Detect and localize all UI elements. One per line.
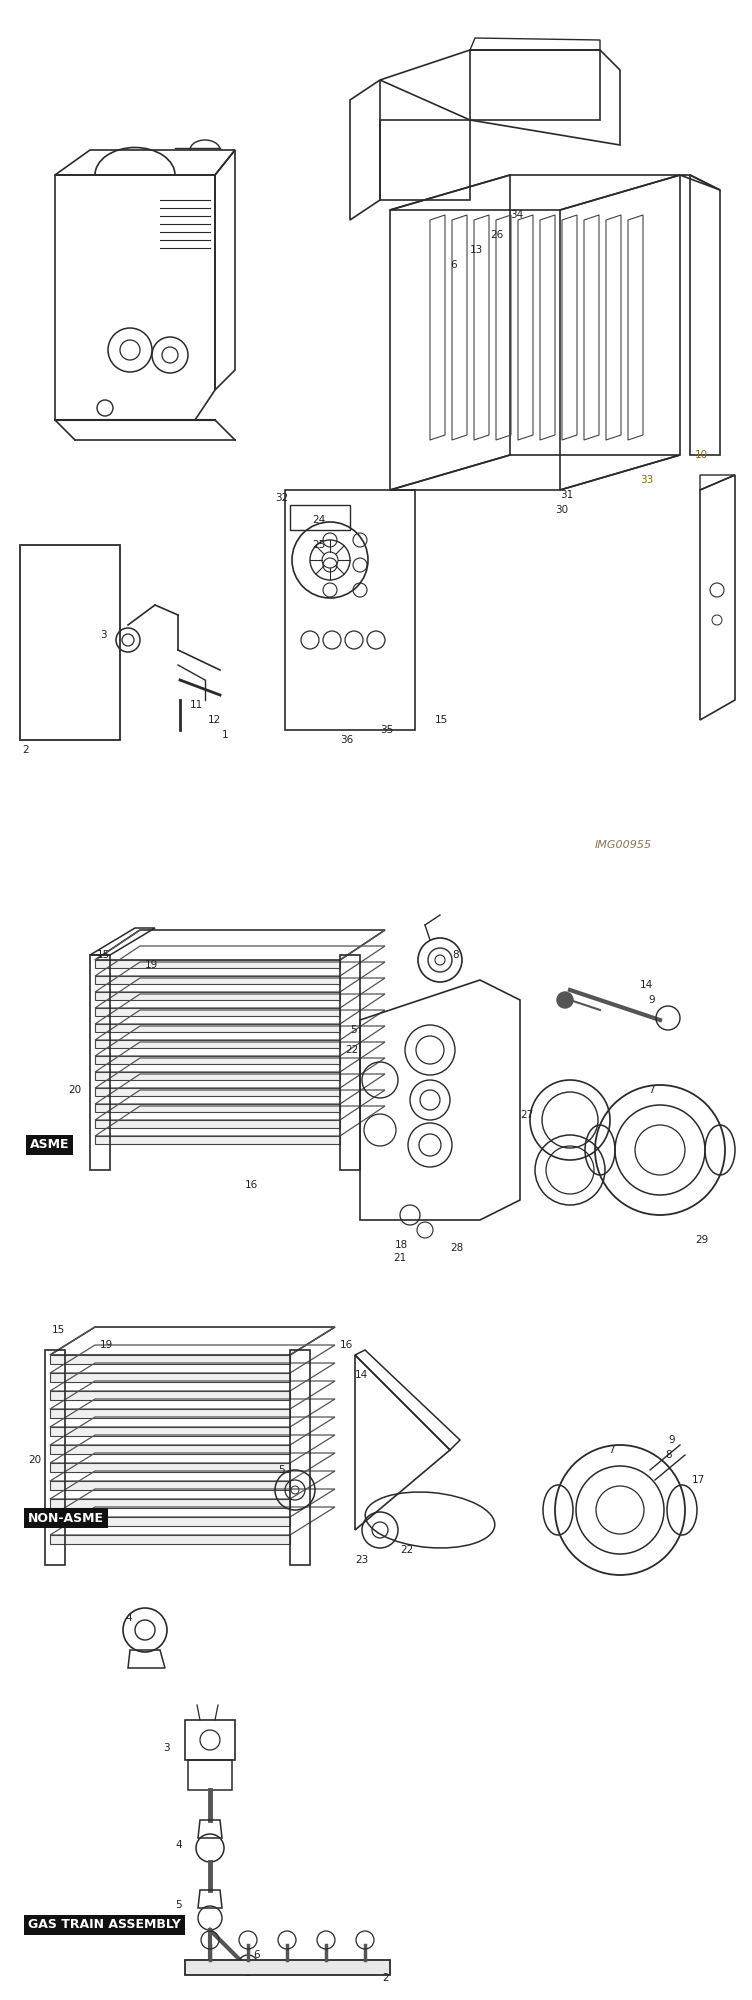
Polygon shape — [50, 1392, 290, 1400]
Text: 35: 35 — [380, 724, 393, 734]
Text: 25: 25 — [312, 540, 326, 550]
Text: 5: 5 — [350, 1024, 356, 1036]
Text: ASME: ASME — [30, 1138, 69, 1152]
Text: 33: 33 — [640, 474, 653, 484]
Text: 19: 19 — [145, 960, 158, 970]
Text: 21: 21 — [393, 1252, 406, 1264]
Text: 15: 15 — [435, 716, 448, 724]
Polygon shape — [50, 1480, 290, 1490]
Text: 7: 7 — [648, 1084, 655, 1096]
Text: 19: 19 — [100, 1340, 114, 1350]
Text: 6: 6 — [253, 1950, 259, 1960]
Polygon shape — [95, 1136, 340, 1144]
Polygon shape — [95, 1056, 340, 1064]
Text: 2: 2 — [22, 744, 29, 754]
Text: 7: 7 — [608, 1444, 614, 1456]
Polygon shape — [95, 1120, 340, 1128]
Text: 3: 3 — [100, 630, 107, 640]
Text: 20: 20 — [28, 1456, 41, 1464]
Text: 5: 5 — [278, 1464, 284, 1476]
Text: 9: 9 — [668, 1436, 675, 1444]
Text: 28: 28 — [450, 1242, 463, 1252]
Text: 23: 23 — [355, 1556, 368, 1564]
Text: 1: 1 — [222, 730, 229, 740]
Polygon shape — [95, 992, 340, 1000]
Text: 17: 17 — [692, 1476, 705, 1484]
Polygon shape — [50, 1372, 290, 1382]
Text: 9: 9 — [648, 994, 655, 1004]
Text: 16: 16 — [245, 1180, 258, 1190]
Polygon shape — [50, 1464, 290, 1472]
Text: 27: 27 — [520, 1110, 533, 1120]
Polygon shape — [50, 1356, 290, 1364]
Text: 30: 30 — [555, 504, 568, 514]
Text: 22: 22 — [345, 1044, 358, 1056]
Text: 5: 5 — [175, 1900, 182, 1910]
Text: 2: 2 — [382, 1972, 389, 1984]
Text: 24: 24 — [312, 514, 326, 524]
Polygon shape — [50, 1428, 290, 1436]
Text: 15: 15 — [97, 950, 111, 960]
Text: 26: 26 — [490, 230, 503, 240]
Text: 18: 18 — [395, 1240, 408, 1250]
Text: 6: 6 — [450, 260, 456, 270]
Polygon shape — [95, 1040, 340, 1048]
Polygon shape — [95, 960, 340, 968]
Polygon shape — [95, 1088, 340, 1096]
Polygon shape — [50, 1516, 290, 1526]
Text: 3: 3 — [163, 1742, 170, 1752]
Text: 14: 14 — [355, 1370, 368, 1380]
Text: 4: 4 — [125, 1612, 132, 1624]
Polygon shape — [50, 1536, 290, 1544]
Text: GAS TRAIN ASSEMBLY: GAS TRAIN ASSEMBLY — [28, 1918, 181, 1932]
Polygon shape — [95, 1008, 340, 1016]
Text: 10: 10 — [695, 450, 708, 460]
Text: 36: 36 — [340, 734, 353, 744]
Text: 8: 8 — [452, 950, 459, 960]
Text: 31: 31 — [560, 490, 573, 500]
Text: IMG00955: IMG00955 — [595, 840, 652, 850]
Text: 16: 16 — [340, 1340, 353, 1350]
Text: 8: 8 — [665, 1450, 672, 1460]
Polygon shape — [95, 1104, 340, 1112]
Text: 22: 22 — [400, 1544, 414, 1556]
Polygon shape — [95, 976, 340, 984]
Polygon shape — [95, 1072, 340, 1080]
Polygon shape — [50, 1500, 290, 1508]
Polygon shape — [50, 1408, 290, 1418]
Text: 32: 32 — [275, 492, 288, 502]
Text: 20: 20 — [68, 1084, 81, 1096]
Polygon shape — [185, 1960, 390, 1976]
Text: 13: 13 — [470, 244, 484, 254]
Text: 29: 29 — [695, 1234, 708, 1244]
Text: 15: 15 — [52, 1324, 65, 1336]
Text: 4: 4 — [175, 1840, 182, 1850]
Polygon shape — [50, 1444, 290, 1454]
Polygon shape — [95, 1024, 340, 1032]
Text: 11: 11 — [190, 700, 203, 710]
Text: NON-ASME: NON-ASME — [28, 1512, 104, 1524]
Text: 34: 34 — [510, 210, 523, 220]
Circle shape — [557, 992, 573, 1008]
Text: 12: 12 — [208, 716, 221, 724]
Text: 14: 14 — [640, 980, 653, 990]
